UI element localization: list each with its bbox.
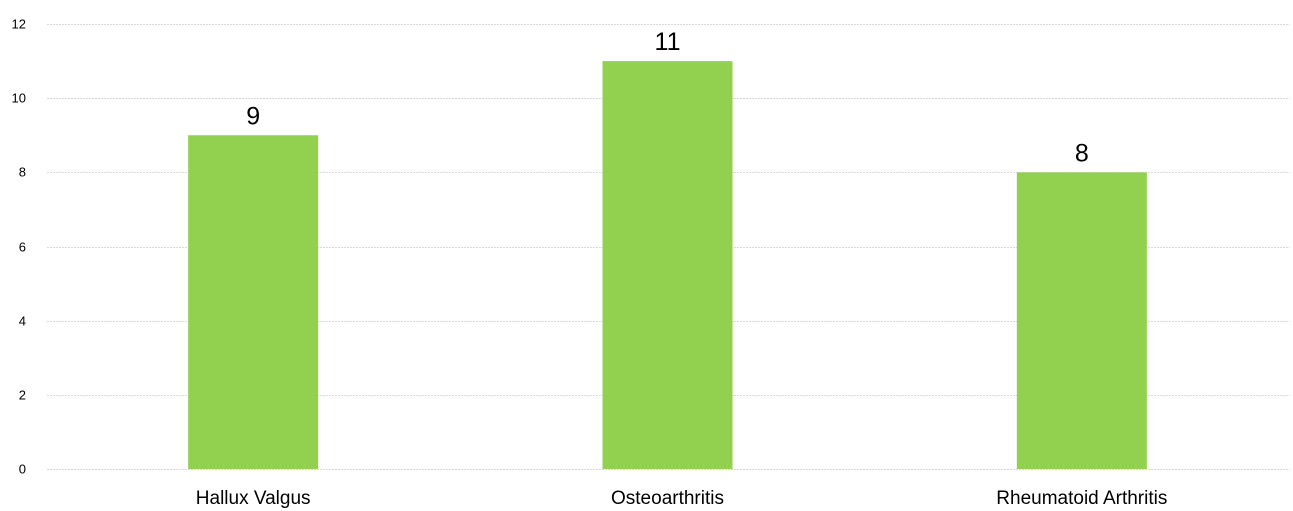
- bars: [188, 61, 1147, 470]
- bar-hallux-valgus: [188, 135, 319, 469]
- y-axis-tick-labels: 0 2 4 6 8 10 12: [12, 17, 26, 477]
- y-tick-label: 6: [19, 240, 26, 255]
- x-category-label: Rheumatoid Arthritis: [996, 488, 1167, 509]
- y-tick-label: 12: [12, 17, 26, 32]
- y-tick-label: 10: [12, 91, 26, 106]
- x-category-label: Osteoarthritis: [611, 488, 724, 509]
- bar-rheumatoid-arthritis: [1016, 172, 1147, 470]
- y-tick-label: 0: [19, 462, 26, 477]
- data-labels: 9 11 8: [246, 28, 1089, 167]
- data-label: 11: [655, 28, 681, 56]
- y-tick-label: 8: [19, 165, 26, 180]
- x-axis-category-labels: Hallux Valgus Osteoarthritis Rheumatoid Ar…: [196, 488, 1168, 509]
- bar-osteoarthritis: [602, 61, 733, 469]
- y-tick-label: 2: [19, 388, 26, 403]
- y-tick-label: 4: [19, 314, 26, 329]
- data-label: 9: [246, 102, 260, 130]
- x-category-label: Hallux Valgus: [196, 488, 311, 509]
- data-label: 8: [1075, 139, 1089, 167]
